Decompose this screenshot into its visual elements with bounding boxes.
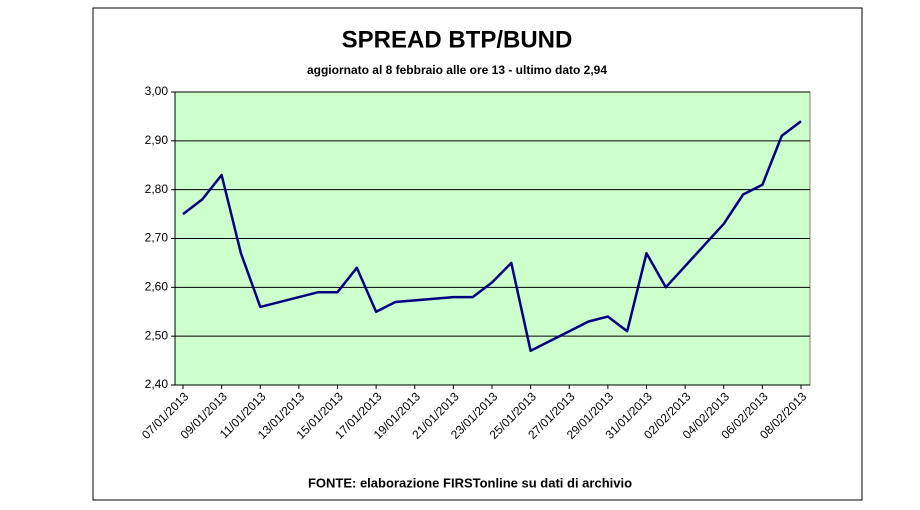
- y-tick-label: 2,40: [145, 377, 169, 391]
- series-line: [182, 120, 802, 353]
- y-tick-label: 2,60: [145, 280, 169, 294]
- y-tick-label: 2,90: [145, 133, 169, 147]
- y-tick-label: 2,70: [145, 231, 169, 245]
- y-tick-label: 2,80: [145, 182, 169, 196]
- chart-title: SPREAD BTP/BUND: [342, 26, 573, 53]
- chart-source: FONTE: elaborazione FIRSTonline su dati …: [308, 475, 632, 490]
- y-tick-label: 3,00: [145, 84, 169, 98]
- y-tick-label: 2,50: [145, 328, 169, 342]
- chart-subtitle: aggiornato al 8 febbraio alle ore 13 - u…: [307, 63, 607, 77]
